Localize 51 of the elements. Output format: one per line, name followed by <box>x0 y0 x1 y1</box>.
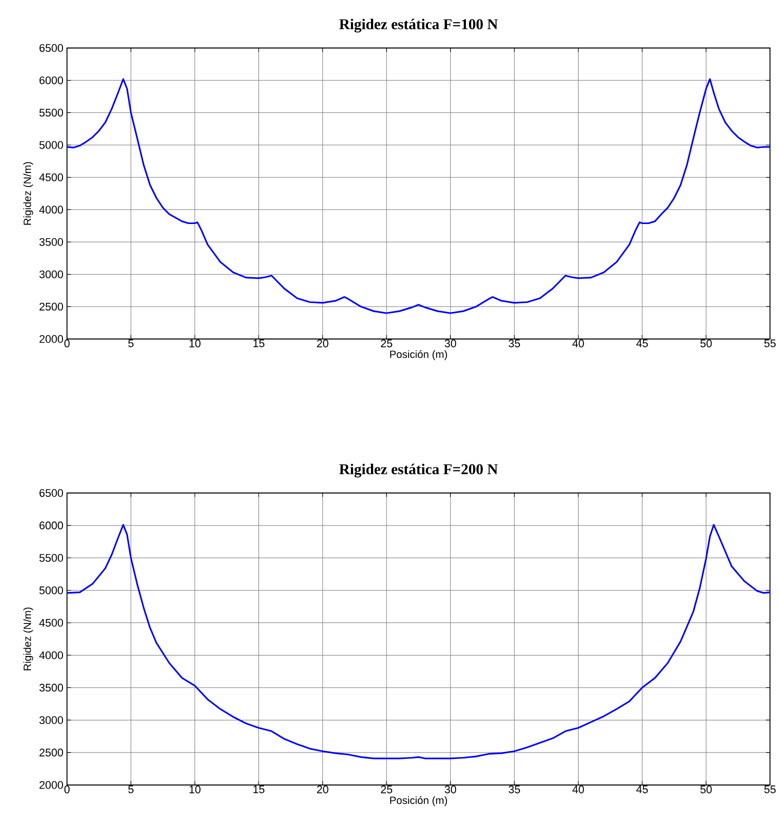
x-tick-label: 50 <box>700 340 712 348</box>
chart-title: Rigidez estática F=100 N <box>339 18 498 32</box>
y-tick-label: 4000 <box>39 206 64 214</box>
x-tick-label: 30 <box>444 786 456 794</box>
y-tick-label: 6000 <box>40 522 64 530</box>
y-tick-label: 4500 <box>39 173 64 182</box>
x-tick-label: 30 <box>444 340 456 348</box>
x-tick-label: 25 <box>380 786 392 794</box>
x-tick-label: 40 <box>572 786 584 794</box>
chart-title: Rigidez estática F=200 N <box>339 464 498 478</box>
y-tick-label: 6500 <box>40 489 64 497</box>
y-tick-label: 2500 <box>40 302 64 311</box>
x-axis-title: Posición (m) <box>390 796 447 806</box>
x-axis-title: Posición (m) <box>390 350 447 360</box>
y-tick-label: 3500 <box>39 684 64 692</box>
x-tick-label: 5 <box>128 786 134 794</box>
x-tick-label: 10 <box>190 340 200 348</box>
y-tick-label: 5000 <box>39 141 64 149</box>
y-tick-label: 4000 <box>39 651 64 660</box>
x-tick-label: 55 <box>764 786 776 794</box>
y-tick-label: 2500 <box>40 748 64 756</box>
x-tick-label: 35 <box>508 340 520 348</box>
x-tick-label: 20 <box>317 786 328 794</box>
x-tick-label: 55 <box>764 340 776 348</box>
y-tick-label: 5500 <box>39 554 64 562</box>
x-tick-label: 25 <box>380 340 392 348</box>
y-axis-title: Rigidez (N/m) <box>23 162 34 225</box>
x-tick-label: 45 <box>636 786 648 794</box>
y-tick-label: 5500 <box>39 108 64 117</box>
y-tick-label: 2000 <box>40 335 64 343</box>
x-tick-label: 45 <box>636 340 648 348</box>
x-tick-label: 40 <box>572 340 584 348</box>
x-tick-label: 10 <box>190 786 200 794</box>
x-tick-label: 0 <box>64 786 70 794</box>
x-tick-label: 0 <box>64 340 70 348</box>
y-tick-label: 5000 <box>39 586 64 594</box>
line-series <box>67 78 770 314</box>
x-tick-label: 15 <box>253 786 264 794</box>
y-tick-label: 3000 <box>39 716 64 724</box>
y-axis-title: Rigidez (N/m) <box>23 608 34 670</box>
x-tick-label: 20 <box>317 340 328 348</box>
y-tick-label: 3500 <box>39 238 64 246</box>
x-tick-label: 5 <box>128 340 134 348</box>
x-tick-label: 50 <box>700 786 712 794</box>
x-tick-label: 35 <box>508 786 520 794</box>
x-tick-label: 15 <box>253 340 264 348</box>
y-tick-label: 2000 <box>40 781 64 789</box>
y-tick-label: 4500 <box>39 618 64 627</box>
y-tick-label: 6000 <box>40 76 64 84</box>
y-tick-label: 3000 <box>39 270 64 278</box>
y-tick-label: 6500 <box>40 44 64 52</box>
